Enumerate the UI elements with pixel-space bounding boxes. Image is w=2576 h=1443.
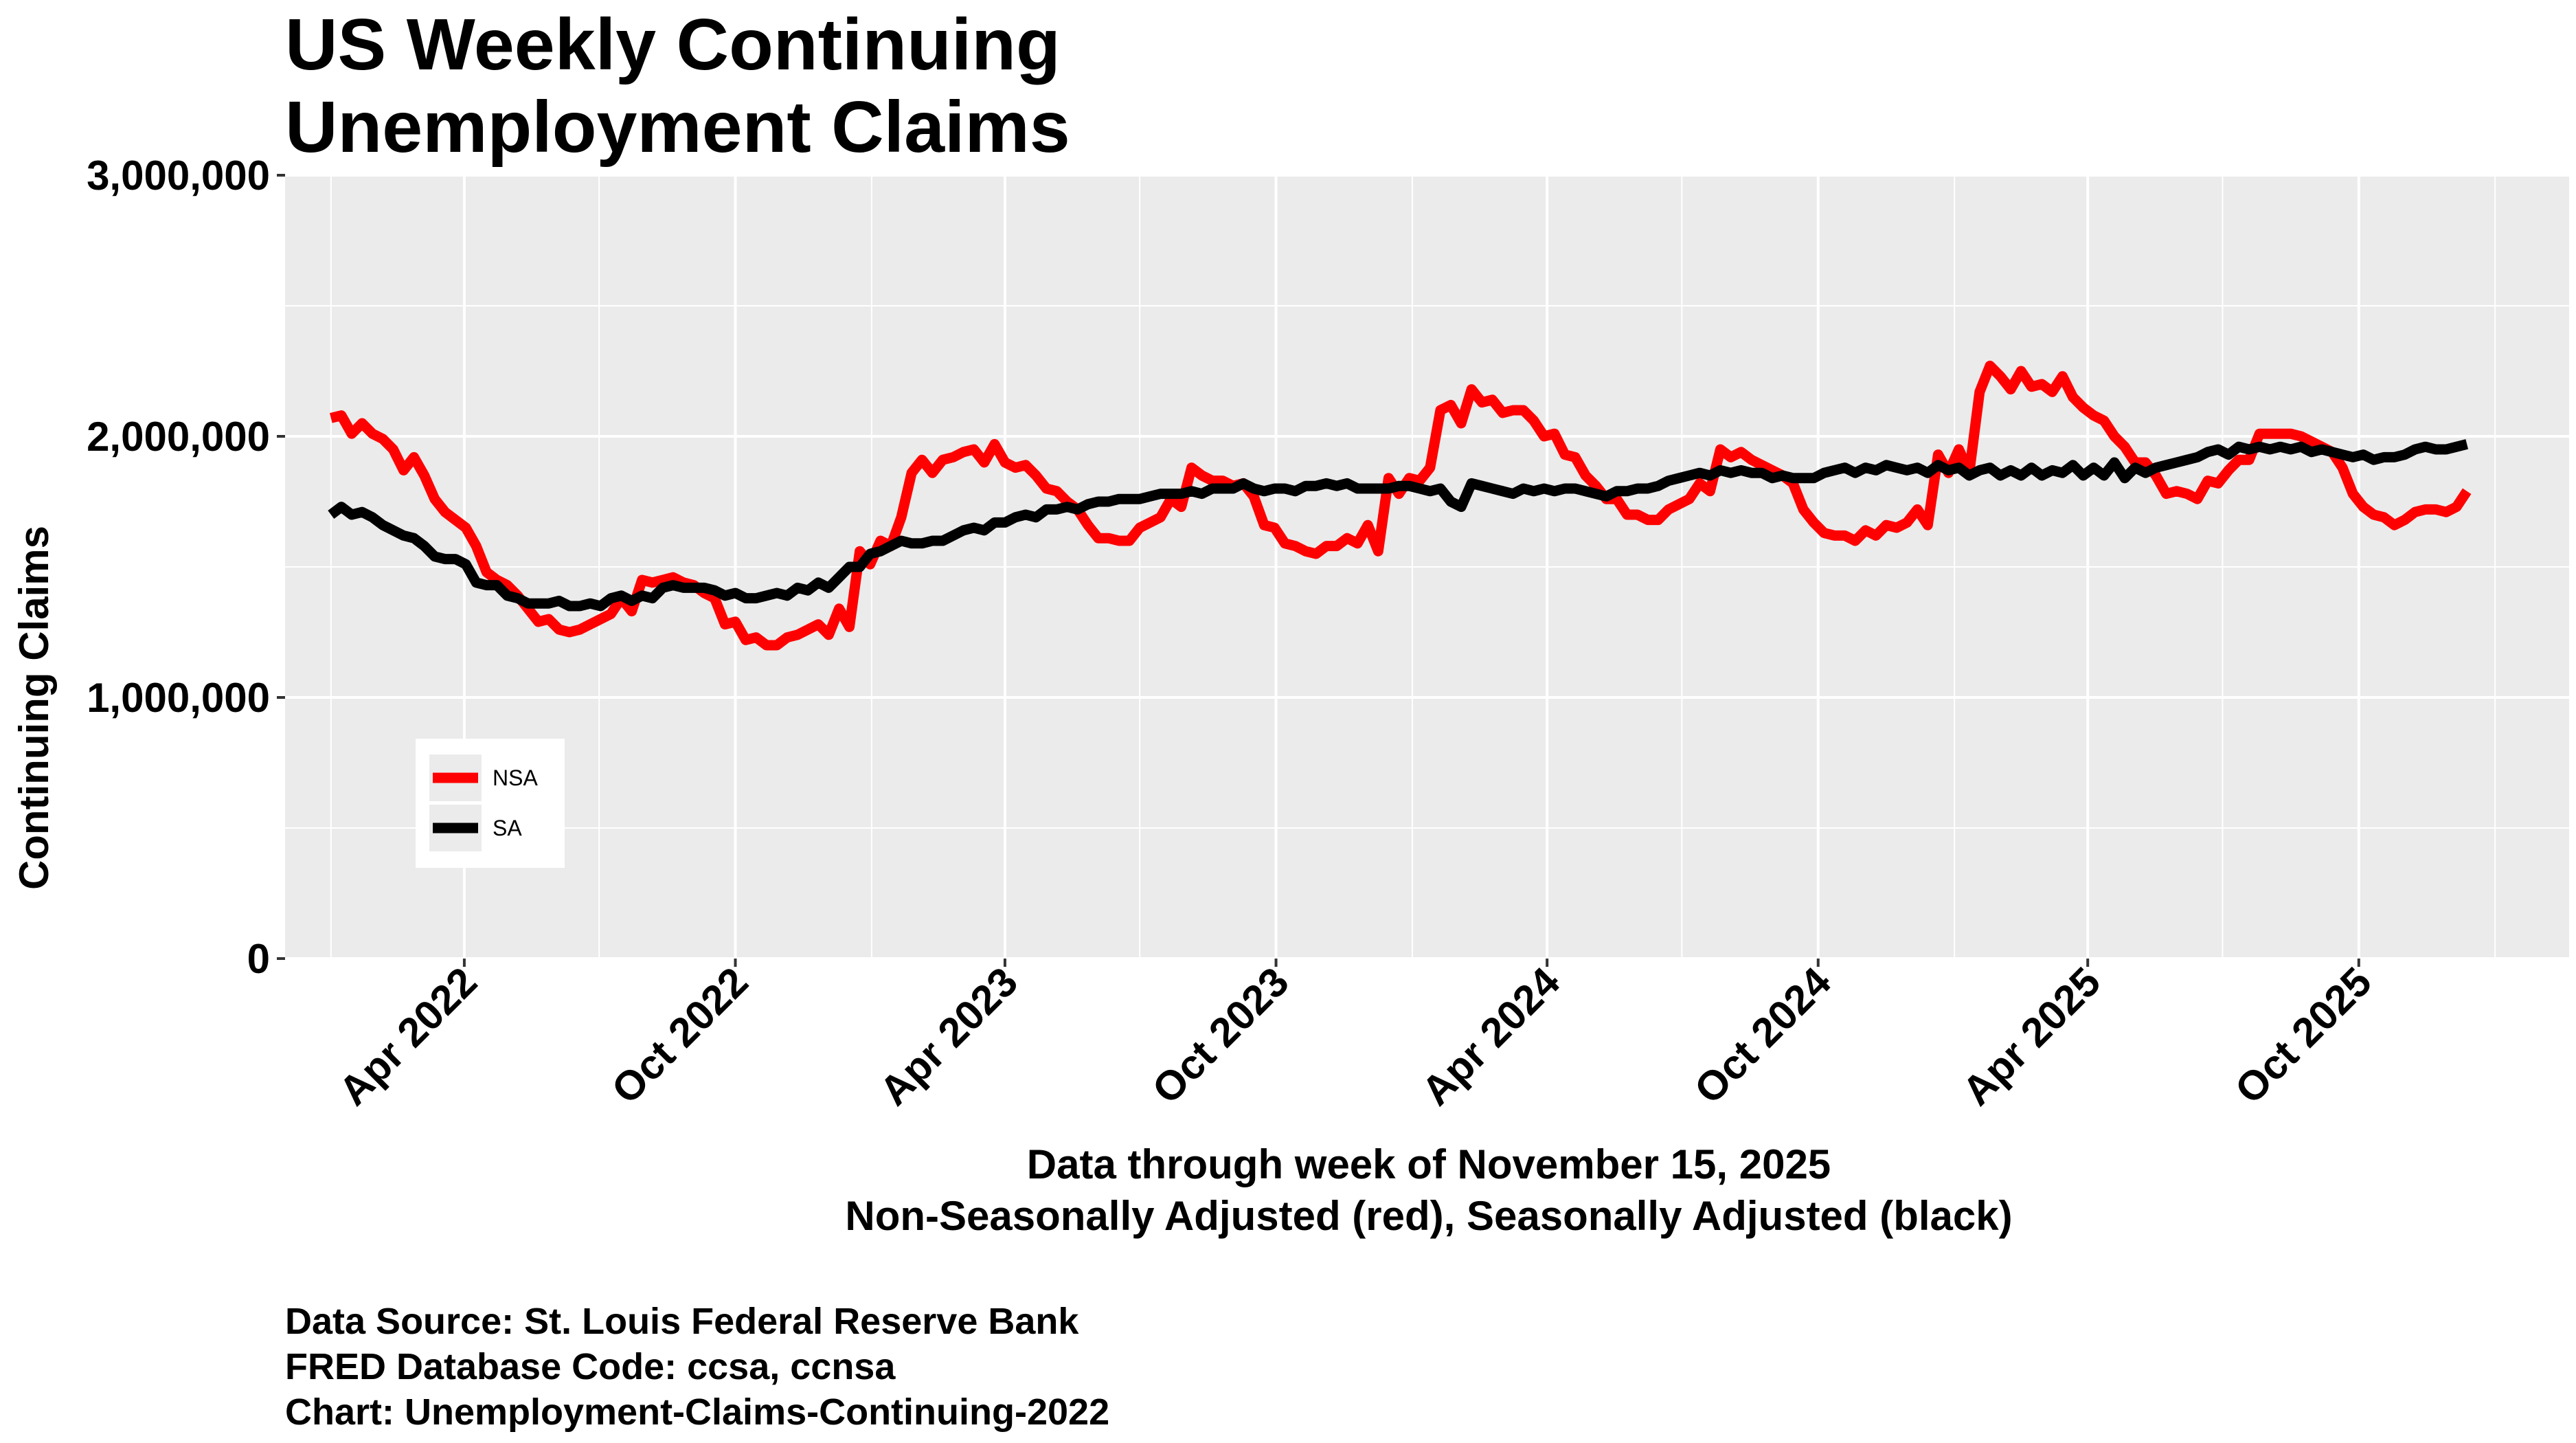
x-tick-label: Oct 2024 [1686,958,1840,1112]
legend: NSA SA [416,739,565,868]
y-tick-label: 1,000,000 [87,675,270,721]
source-notes: Data Source: St. Louis Federal Reserve B… [285,1299,1109,1435]
chart-id-line: Chart: Unemployment-Claims-Continuing-20… [285,1391,1110,1433]
chart-title-line-1: US Weekly Continuing [285,4,1061,85]
x-tick-label: Apr 2025 [1954,959,2110,1115]
y-tick-label: 3,000,000 [87,153,270,199]
x-tick-label: Oct 2022 [602,959,756,1112]
source-line: Data Source: St. Louis Federal Reserve B… [285,1301,1079,1342]
chart-title: US Weekly Continuing Unemployment Claims [285,3,1070,168]
series-line-sa [328,439,2469,612]
x-tick-label: Oct 2023 [1143,959,1297,1112]
grid-lines [285,174,2569,960]
x-tick-label: Oct 2025 [2226,959,2380,1112]
y-tick-label: 0 [247,936,270,982]
x-axis-title: Data through week of November 15, 2025 [1026,1141,1831,1187]
data-series [328,360,2472,651]
x-tick-label: Apr 2023 [871,959,1027,1115]
x-axis-subtitle: Non-Seasonally Adjusted (red), Seasonall… [845,1193,2013,1239]
x-tick-label: Apr 2022 [330,959,486,1115]
x-tick-label: Apr 2024 [1413,958,1569,1114]
y-tick-label: 2,000,000 [87,414,270,460]
legend-label-nsa: NSA [493,765,538,790]
database-code-line: FRED Database Code: ccsa, ccnsa [285,1346,896,1387]
legend-label-sa: SA [493,816,522,840]
chart-title-line-2: Unemployment Claims [285,87,1070,168]
